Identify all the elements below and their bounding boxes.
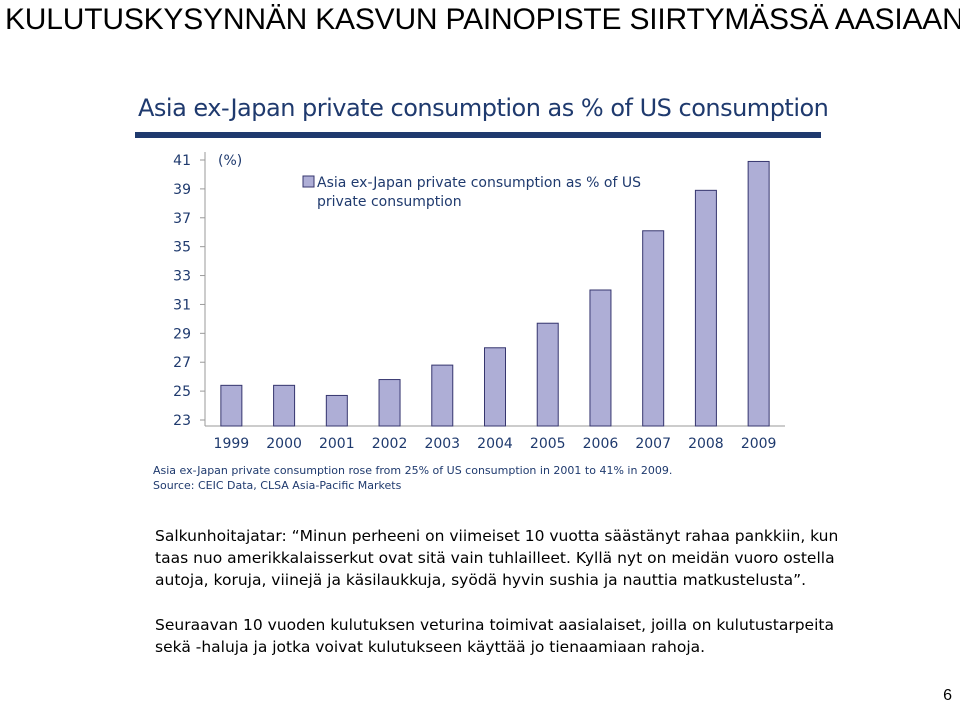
chart-title-rule (135, 132, 821, 138)
y-tick-label: 29 (173, 326, 191, 342)
bar (747, 160, 770, 427)
x-tick-label: 2002 (372, 436, 408, 452)
x-tick-label: 2004 (477, 436, 513, 452)
x-tick-label: 2000 (266, 436, 302, 452)
x-tick-label: 2009 (741, 436, 777, 452)
x-tick-label: 2001 (319, 436, 355, 452)
x-tick-label: 1999 (214, 436, 250, 452)
y-tick-label: 31 (173, 297, 191, 313)
paragraph-line: sekä -haluja ja jotka voivat kulutukseen… (155, 638, 706, 656)
legend-label: Asia ex-Japan private consumption as % o… (317, 175, 641, 191)
chart-note: Asia ex-Japan private consumption rose f… (153, 464, 673, 477)
bar (642, 230, 665, 427)
x-tick-label: 2006 (583, 436, 619, 452)
bar (273, 384, 296, 427)
y-tick-label: 27 (173, 355, 191, 371)
bar (325, 394, 348, 427)
y-tick-label: 33 (173, 269, 191, 285)
legend-swatch (302, 175, 315, 188)
paragraph-outlook: Seuraavan 10 vuoden kulutuksen veturina … (155, 614, 835, 658)
paragraph-line: Salkunhoitajatar: “Minun perheeni on vii… (155, 527, 839, 545)
bar (484, 347, 506, 427)
bar (536, 322, 559, 427)
y-tick-label: 25 (173, 384, 191, 400)
bar (589, 289, 612, 427)
paragraph-line: autoja, koruja, viinejä ja käsilaukkuja,… (155, 571, 807, 589)
chart-container: Asia ex-Japan private consumption as % o… (133, 90, 829, 498)
x-tick-label: 2007 (635, 436, 671, 452)
paragraph-line: taas nuo amerikkalaisserkut ovat sitä va… (155, 549, 835, 567)
slide-title: KULUTUSKYSYNNÄN KASVUN PAINOPISTE SIIRTY… (5, 3, 960, 36)
bar (431, 364, 454, 427)
bar (378, 379, 401, 427)
bar (694, 189, 717, 427)
page-number: 6 (943, 687, 952, 704)
y-tick-label: 35 (173, 240, 191, 256)
y-tick-label: 23 (173, 413, 191, 429)
y-tick-label: 39 (173, 182, 191, 198)
y-tick-label: 41 (173, 153, 191, 169)
legend-label: private consumption (317, 194, 462, 210)
chart-source: Source: CEIC Data, CLSA Asia-Pacific Mar… (153, 479, 402, 492)
chart-title: Asia ex-Japan private consumption as % o… (138, 94, 829, 122)
bar-chart: 23 25 27 29 31 33 35 37 39 41 (%) 1999 2000 2001 2002 2… (173, 152, 785, 452)
y-axis-label: (%) (218, 153, 242, 169)
bar (220, 384, 243, 427)
x-tick-label: 2003 (424, 436, 460, 452)
x-tick-label: 2008 (688, 436, 724, 452)
x-tick-label: 2005 (530, 436, 566, 452)
paragraph-line: Seuraavan 10 vuoden kulutuksen veturina … (155, 616, 834, 634)
paragraph-quote: Salkunhoitajatar: “Minun perheeni on vii… (155, 525, 839, 591)
y-tick-label: 37 (173, 211, 191, 227)
